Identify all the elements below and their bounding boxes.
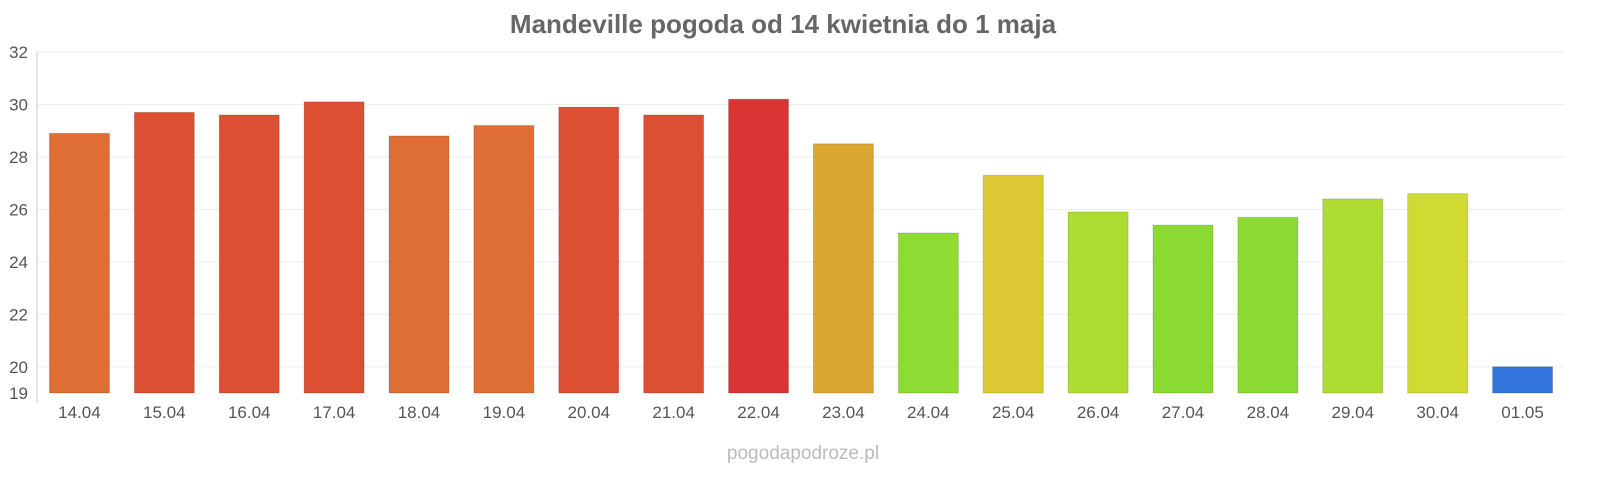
x-tick-label: 29.04 [1332,403,1375,422]
bar-24.04[interactable] [897,232,959,394]
y-tick-label: 26 [9,200,28,219]
x-tick-label: 14.04 [58,403,101,422]
bar-01.05[interactable] [1492,366,1554,394]
x-tick-label: 01.05 [1501,403,1544,422]
chart-title: Mandeville pogoda od 14 kwietnia do 1 ma… [510,9,1057,39]
x-tick-label: 18.04 [398,403,441,422]
x-tick-label: 22.04 [737,403,780,422]
x-tick-label: 27.04 [1162,403,1205,422]
x-tick-label: 21.04 [652,403,695,422]
x-tick-label: 25.04 [992,403,1035,422]
y-tick-label: 28 [9,148,28,167]
bar-14.04[interactable] [48,132,110,394]
bar-20.04[interactable] [558,106,620,394]
x-tick-label: 19.04 [483,403,526,422]
x-tick-label: 17.04 [313,403,356,422]
y-tick-label: 32 [9,43,28,62]
bar-15.04[interactable] [133,111,195,394]
x-tick-label: 16.04 [228,403,271,422]
y-tick-label: 20 [9,358,28,377]
x-tick-label: 30.04 [1416,403,1459,422]
bar-29.04[interactable] [1322,198,1384,394]
bar-27.04[interactable] [1152,224,1214,394]
bar-26.04[interactable] [1067,211,1129,394]
x-tick-label: 15.04 [143,403,186,422]
bar-19.04[interactable] [473,124,535,394]
x-tick-label: 26.04 [1077,403,1120,422]
credit-watermark: pogodapodroze.pl [727,443,879,464]
x-tick-label: 28.04 [1247,403,1290,422]
bar-30.04[interactable] [1407,193,1469,394]
x-tick-label: 24.04 [907,403,950,422]
bar-21.04[interactable] [643,114,705,394]
bar-25.04[interactable] [982,174,1044,394]
bar-17.04[interactable] [303,101,365,394]
bar-23.04[interactable] [812,143,874,394]
y-tick-label: 19 [9,384,28,403]
bar-18.04[interactable] [388,135,450,394]
bar-22.04[interactable] [728,98,790,394]
bar-16.04[interactable] [218,114,280,394]
bar-28.04[interactable] [1237,216,1299,394]
y-tick-label: 24 [9,253,28,272]
y-tick-label: 22 [9,305,28,324]
x-tick-label: 23.04 [822,403,865,422]
y-tick-label: 30 [9,95,28,114]
x-tick-label: 20.04 [568,403,611,422]
